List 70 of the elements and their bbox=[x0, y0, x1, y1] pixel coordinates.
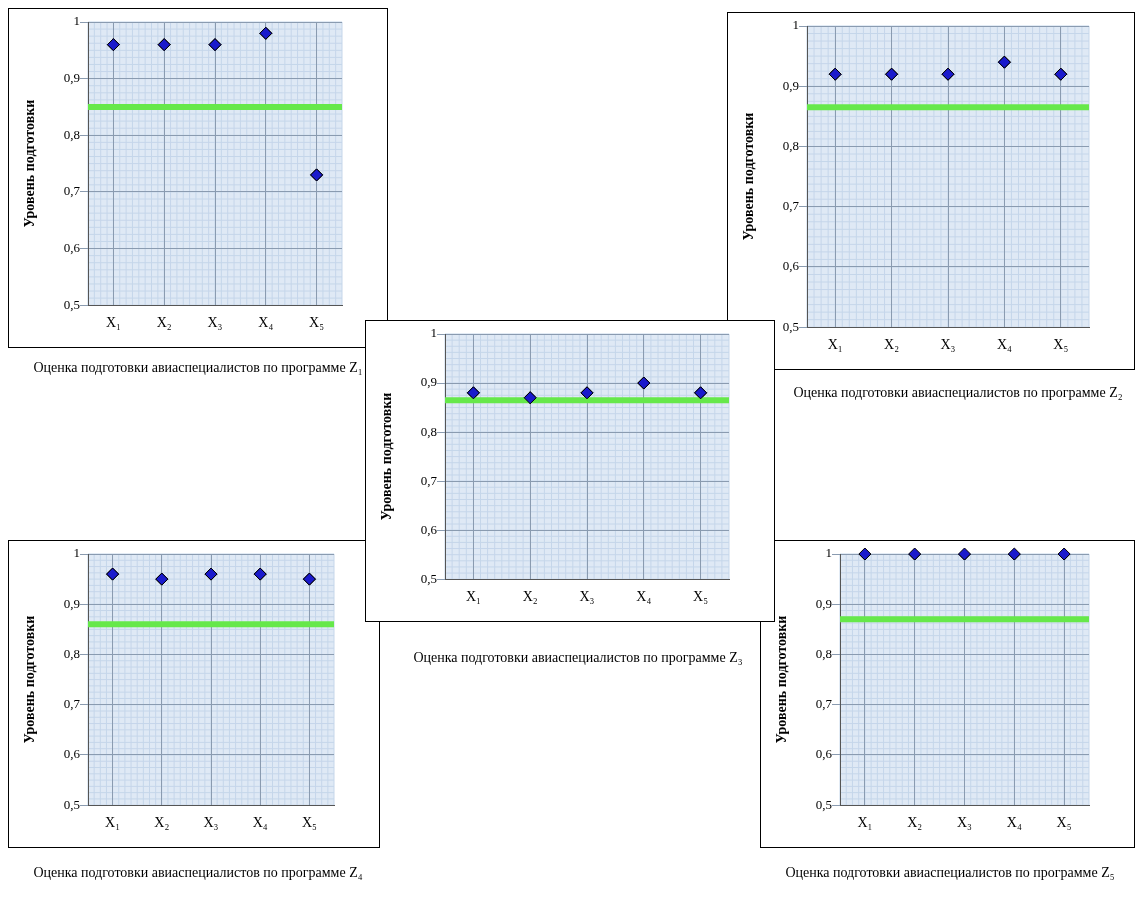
y-axis-title: Уровень подготовки bbox=[378, 392, 394, 521]
y-tick-label: 0,7 bbox=[63, 183, 81, 199]
x-tick-label: X₅ bbox=[309, 315, 325, 331]
x-tick-label: X₃ bbox=[940, 337, 956, 353]
y-axis-title: Уровень подготовки bbox=[740, 112, 756, 241]
y-tick-label: 0,5 bbox=[815, 796, 832, 812]
point bbox=[259, 26, 273, 40]
y-tick-label: 0,7 bbox=[782, 198, 800, 214]
y-tick-label: 0,9 bbox=[782, 77, 799, 93]
y-tick-label: 0,5 bbox=[63, 796, 80, 812]
x-tick-label: X₄ bbox=[1006, 815, 1022, 831]
y-tick-label: 0,7 bbox=[420, 472, 438, 488]
x-tick-label: X₅ bbox=[1056, 815, 1072, 831]
x-tick-label: X₁ bbox=[465, 589, 481, 605]
y-tick-label: 0,5 bbox=[63, 296, 80, 312]
y-tick-label: 0,8 bbox=[63, 645, 80, 661]
y-tick-label: 1 bbox=[430, 325, 437, 341]
y-tick-label: 0,6 bbox=[815, 746, 833, 762]
x-tick-label: X₅ bbox=[301, 815, 318, 831]
x-tick-label: X₁ bbox=[105, 815, 121, 831]
y-tick-label: 0,7 bbox=[815, 696, 833, 712]
y-tick-label: 0,5 bbox=[420, 570, 437, 586]
y-tick-label: 0,9 bbox=[420, 374, 437, 390]
y-tick-label: 0,8 bbox=[815, 645, 832, 661]
y-axis-title: Уровень подготовки bbox=[21, 99, 37, 228]
y-tick-label: 0,8 bbox=[420, 423, 437, 439]
x-tick-label: X₃ bbox=[579, 589, 595, 605]
y-tick-label: 0,9 bbox=[63, 595, 80, 611]
x-tick-label: X₂ bbox=[907, 815, 923, 831]
x-tick-label: X₂ bbox=[522, 589, 538, 605]
x-tick-label: X₁ bbox=[827, 337, 843, 353]
x-tick-label: X₂ bbox=[884, 337, 900, 353]
x-tick-label: X₂ bbox=[156, 315, 172, 331]
point bbox=[106, 38, 120, 52]
text: Оценка подготовки авиаспециалистов по программе Z₄ bbox=[32, 864, 364, 882]
y-tick-label: 0,5 bbox=[782, 318, 799, 334]
y-tick-label: 1 bbox=[825, 545, 832, 561]
y-tick-label: 0,9 bbox=[815, 595, 832, 611]
x-tick-label: X₄ bbox=[252, 815, 268, 831]
x-tick-label: X₃ bbox=[207, 315, 223, 331]
x-tick-label: X₁ bbox=[105, 315, 121, 331]
y-tick-label: 0,8 bbox=[782, 137, 799, 153]
y-tick-label: 0,6 bbox=[63, 239, 81, 255]
y-tick-label: 0,6 bbox=[420, 521, 438, 537]
y-tick-label: 0,9 bbox=[63, 70, 80, 86]
text: Оценка подготовки авиаспециалистов по программе Z₅ bbox=[784, 864, 1116, 882]
y-tick-label: 0,6 bbox=[63, 746, 81, 762]
x-tick-label: X₂ bbox=[154, 815, 170, 831]
x-tick-label: X₅ bbox=[1053, 337, 1069, 353]
y-tick-label: 1 bbox=[73, 545, 80, 561]
point bbox=[310, 168, 324, 182]
x-tick-label: X₄ bbox=[636, 589, 652, 605]
point bbox=[208, 38, 222, 52]
y-tick-label: 1 bbox=[792, 17, 799, 33]
point bbox=[157, 38, 171, 52]
x-tick-label: X₄ bbox=[258, 315, 274, 331]
y-tick-label: 0,7 bbox=[63, 696, 81, 712]
y-tick-label: 0,8 bbox=[63, 126, 80, 142]
y-tick-label: 0,6 bbox=[782, 258, 800, 274]
x-tick-label: X₃ bbox=[957, 815, 973, 831]
text: Оценка подготовки авиаспециалистов по программе Z₁ bbox=[32, 359, 364, 377]
x-tick-label: X₅ bbox=[693, 589, 709, 605]
text: Оценка подготовки авиаспециалистов по программе Z₃ bbox=[412, 649, 744, 667]
y-axis-title: Уровень подготовки bbox=[773, 615, 789, 744]
x-tick-label: X₃ bbox=[203, 815, 219, 831]
x-tick-label: X₁ bbox=[857, 815, 873, 831]
text: Оценка подготовки авиаспециалистов по программе Z₂ bbox=[792, 384, 1124, 402]
x-tick-label: X₄ bbox=[996, 337, 1013, 353]
y-axis-title: Уровень подготовки bbox=[21, 615, 37, 744]
y-tick-label: 1 bbox=[73, 13, 80, 29]
